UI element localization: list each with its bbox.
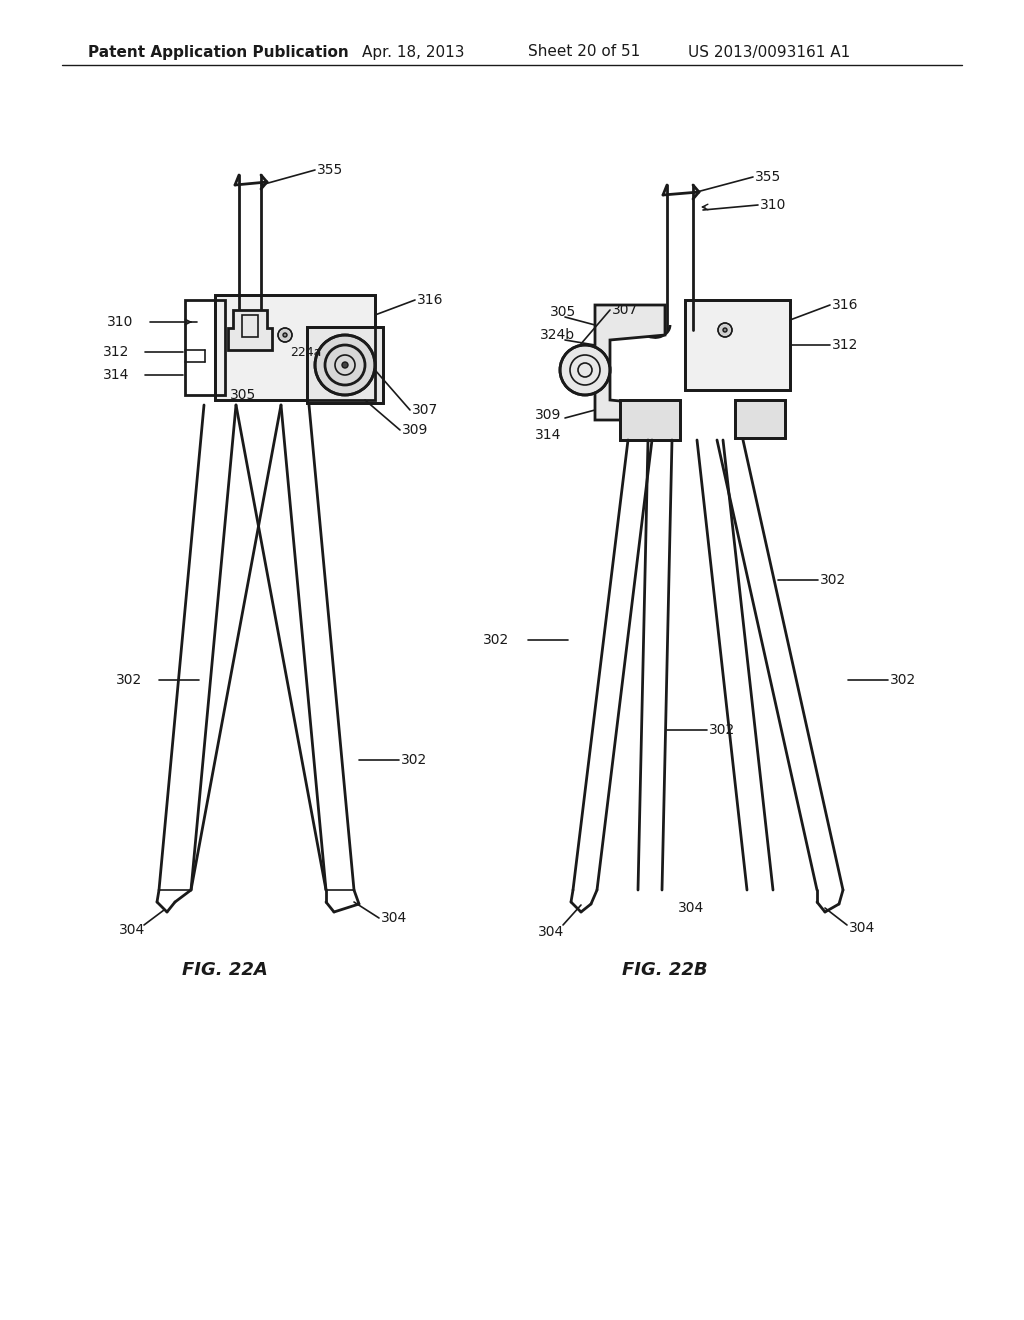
Bar: [685, 300, 790, 389]
Circle shape: [342, 362, 348, 368]
Text: 224a: 224a: [290, 346, 322, 359]
Circle shape: [315, 335, 375, 395]
Text: 305: 305: [230, 388, 256, 403]
Text: 307: 307: [412, 403, 438, 417]
Text: 305: 305: [550, 305, 577, 319]
Polygon shape: [595, 305, 665, 420]
Bar: [307, 327, 383, 403]
Text: 312: 312: [103, 345, 129, 359]
Circle shape: [278, 327, 292, 342]
Circle shape: [723, 327, 727, 333]
Text: 304: 304: [849, 921, 876, 935]
Text: 304: 304: [381, 911, 408, 925]
Text: 355: 355: [317, 162, 343, 177]
Text: US 2013/0093161 A1: US 2013/0093161 A1: [688, 45, 850, 59]
Text: 310: 310: [760, 198, 786, 213]
Bar: [685, 300, 790, 389]
Text: 316: 316: [417, 293, 443, 308]
Text: Sheet 20 of 51: Sheet 20 of 51: [528, 45, 640, 59]
Bar: [735, 400, 785, 438]
Text: 307: 307: [612, 304, 638, 317]
Bar: [185, 300, 225, 395]
Text: 302: 302: [709, 723, 735, 737]
Text: 310: 310: [106, 315, 133, 329]
Text: 304: 304: [538, 925, 564, 939]
Text: FIG. 22A: FIG. 22A: [182, 961, 268, 979]
Text: Apr. 18, 2013: Apr. 18, 2013: [362, 45, 465, 59]
Text: 302: 302: [820, 573, 846, 587]
Circle shape: [560, 345, 610, 395]
Text: 324b: 324b: [540, 327, 575, 342]
Bar: [735, 400, 785, 438]
Text: 312: 312: [831, 338, 858, 352]
Text: FIG. 22B: FIG. 22B: [623, 961, 708, 979]
Bar: [215, 294, 375, 400]
Text: 355: 355: [755, 170, 781, 183]
Text: 314: 314: [103, 368, 129, 381]
Text: 304: 304: [678, 902, 705, 915]
Text: Patent Application Publication: Patent Application Publication: [88, 45, 349, 59]
Text: 314: 314: [535, 428, 561, 442]
Polygon shape: [228, 310, 272, 350]
Text: 316: 316: [831, 298, 858, 312]
Text: 302: 302: [401, 752, 427, 767]
Text: 309: 309: [535, 408, 561, 422]
Text: 302: 302: [116, 673, 142, 686]
Circle shape: [283, 333, 287, 337]
Bar: [215, 294, 375, 400]
Text: 309: 309: [402, 422, 428, 437]
Bar: [620, 400, 680, 440]
Circle shape: [718, 323, 732, 337]
Text: 302: 302: [890, 673, 916, 686]
Bar: [242, 315, 258, 337]
Text: 302: 302: [483, 634, 509, 647]
Bar: [620, 400, 680, 440]
Text: 304: 304: [119, 923, 145, 937]
Bar: [307, 327, 383, 403]
